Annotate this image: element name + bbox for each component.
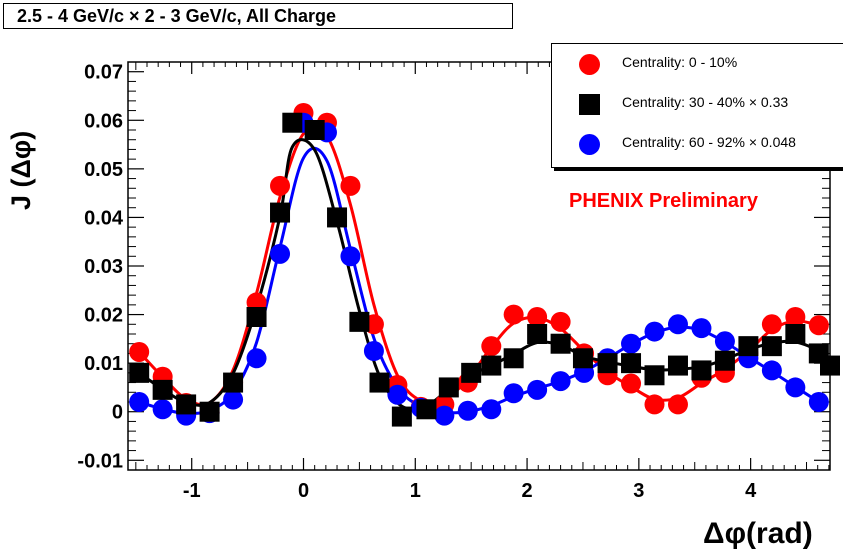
- data-point-circle: [621, 373, 642, 394]
- data-point-circle: [550, 371, 571, 392]
- legend-label: Centrality: 60 - 92% × 0.048: [622, 134, 796, 150]
- data-point-square: [391, 406, 412, 427]
- data-point-square: [282, 112, 303, 133]
- x-tick-label: 4: [745, 480, 757, 502]
- phenix-preliminary-label: PHENIX Preliminary: [569, 190, 758, 212]
- data-point-square: [416, 399, 437, 420]
- data-point-square: [304, 120, 325, 140]
- data-point-circle: [481, 336, 502, 357]
- y-tick-label: 0.05: [84, 159, 123, 181]
- data-point-square: [270, 202, 291, 223]
- data-point-circle: [270, 243, 291, 264]
- data-point-square: [785, 324, 806, 344]
- data-point-circle: [457, 400, 478, 421]
- data-point-circle: [808, 392, 829, 412]
- data-point-circle: [270, 175, 291, 196]
- data-point-square: [527, 324, 548, 344]
- data-point-circle: [785, 307, 806, 327]
- data-point-square: [572, 348, 593, 369]
- data-point-circle: [667, 314, 688, 335]
- data-point-circle: [340, 175, 361, 196]
- data-point-circle: [621, 333, 642, 354]
- data-point-circle: [644, 394, 665, 415]
- data-point-square: [820, 355, 840, 376]
- x-tick-label: 3: [633, 480, 644, 502]
- data-point-square: [327, 207, 348, 228]
- y-tick-label: 0.01: [84, 353, 123, 375]
- data-point-square: [246, 307, 267, 327]
- data-point-square: [152, 379, 173, 400]
- data-point-square: [176, 394, 197, 415]
- data-point-circle: [691, 318, 712, 339]
- data-point-circle: [152, 399, 173, 420]
- data-point-square: [667, 355, 688, 376]
- legend-marker-black-square: [579, 94, 600, 115]
- data-point-square: [597, 353, 618, 374]
- data-point-circle: [246, 348, 267, 369]
- data-point-square: [223, 372, 244, 393]
- data-point-square: [621, 353, 642, 374]
- data-point-circle: [503, 383, 524, 404]
- data-point-circle: [785, 377, 806, 398]
- data-point-circle: [503, 304, 524, 325]
- data-point-square: [691, 360, 712, 381]
- data-point-circle: [387, 384, 408, 405]
- y-tick-label: -0.01: [77, 450, 123, 472]
- y-tick-label: 0.02: [84, 305, 123, 327]
- data-point-square: [349, 311, 370, 332]
- y-tick-label: 0.06: [84, 110, 123, 132]
- data-point-circle: [714, 331, 735, 352]
- y-tick-label: 0: [112, 402, 123, 424]
- x-axis-label: Δφ(rad): [703, 517, 813, 550]
- legend-label: Centrality: 0 - 10%: [622, 54, 738, 70]
- x-tick-label: 1: [410, 480, 421, 502]
- data-point-circle: [667, 394, 688, 415]
- data-point-circle: [550, 311, 571, 332]
- data-point-circle: [481, 399, 502, 420]
- data-point-circle: [808, 315, 829, 336]
- legend: Centrality: 0 - 10% Centrality: 30 - 40%…: [551, 43, 843, 168]
- legend-label: Centrality: 30 - 40% × 0.33: [622, 94, 789, 110]
- legend-marker-blue-circle: [579, 134, 600, 155]
- legend-item-peripheral: Centrality: 60 - 92% × 0.048: [552, 126, 843, 164]
- data-point-square: [438, 377, 459, 398]
- data-point-circle: [527, 379, 548, 400]
- data-point-square: [550, 333, 571, 354]
- data-point-circle: [129, 392, 150, 412]
- x-tick-label: 0: [298, 480, 309, 502]
- data-point-square: [199, 401, 220, 422]
- data-point-square: [714, 350, 735, 371]
- data-point-square: [129, 362, 150, 383]
- data-point-circle: [434, 405, 455, 426]
- x-tick-label: 2: [522, 480, 533, 502]
- data-point-square: [481, 355, 502, 376]
- data-point-square: [369, 372, 390, 393]
- data-point-square: [761, 336, 782, 357]
- data-point-circle: [129, 341, 150, 362]
- data-point-circle: [761, 360, 782, 381]
- data-markers: [129, 103, 840, 427]
- data-point-square: [503, 348, 524, 369]
- y-tick-label: 0.03: [84, 256, 123, 278]
- x-tick-label: -1: [183, 480, 201, 502]
- data-point-circle: [223, 389, 244, 410]
- legend-marker-red-circle: [579, 54, 600, 75]
- chart-title: 2.5 - 4 GeV/c × 2 - 3 GeV/c, All Charge: [3, 3, 513, 29]
- data-point-square: [738, 336, 759, 357]
- data-point-circle: [363, 341, 384, 361]
- y-axis-label: J (Δφ): [6, 130, 36, 210]
- data-point-square: [644, 365, 665, 386]
- data-point-circle: [340, 246, 361, 267]
- legend-item-central: Centrality: 0 - 10%: [552, 46, 843, 84]
- data-point-circle: [527, 307, 548, 327]
- data-point-square: [461, 362, 482, 383]
- y-tick-label: 0.07: [84, 62, 123, 84]
- data-point-circle: [644, 321, 665, 342]
- data-point-circle: [761, 314, 782, 335]
- legend-item-midcentral: Centrality: 30 - 40% × 0.33: [552, 86, 843, 124]
- y-tick-label: 0.04: [84, 207, 124, 229]
